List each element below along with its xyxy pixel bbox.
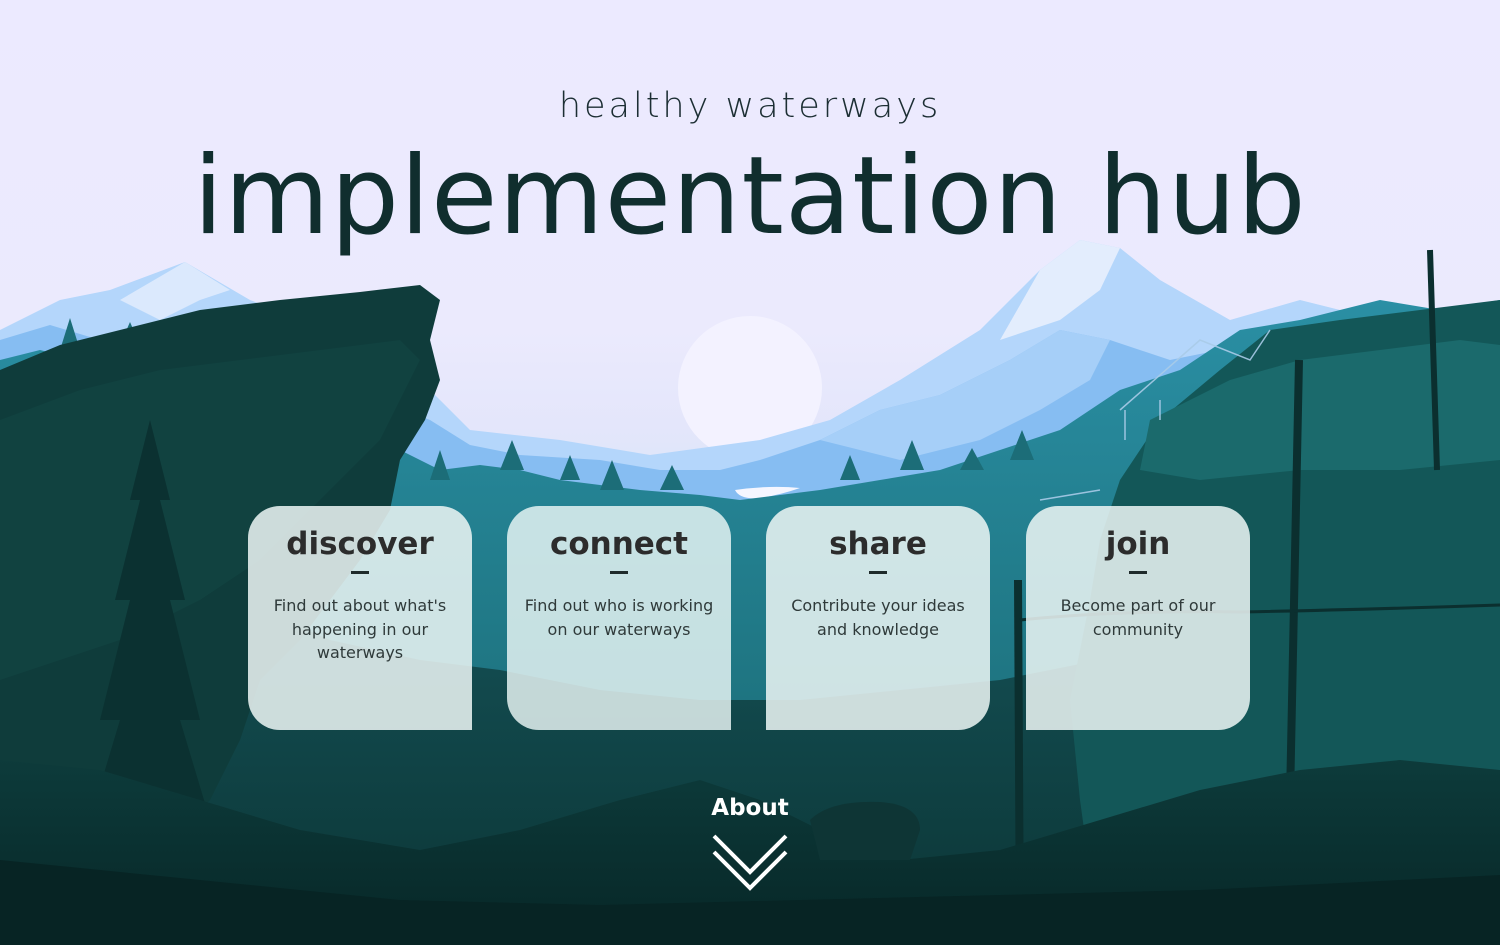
card-description: Become part of our community: [1060, 596, 1216, 639]
page-title: implementation hub: [193, 134, 1307, 259]
card-title: connect: [549, 526, 689, 562]
feature-cards: discover Find out about what's happening…: [248, 506, 1252, 730]
connect-card[interactable]: connect Find out who is working on our w…: [507, 506, 731, 730]
discover-card[interactable]: discover Find out about what's happening…: [248, 506, 472, 730]
share-card[interactable]: share Contribute your ideas and knowledg…: [766, 506, 990, 730]
card-divider: [1129, 571, 1147, 574]
card-divider: [869, 571, 887, 574]
about-label: About: [711, 795, 789, 821]
card-description: Find out about what's happening in our w…: [273, 596, 447, 662]
card-divider: [351, 571, 369, 574]
join-card[interactable]: join Become part of our community: [1026, 506, 1250, 730]
card-description: Find out who is working on our waterways: [524, 596, 714, 639]
card-divider: [610, 571, 628, 574]
card-title: discover: [286, 526, 434, 562]
card-title: join: [1105, 526, 1171, 562]
about-link[interactable]: About: [650, 790, 850, 892]
card-description: Contribute your ideas and knowledge: [791, 596, 965, 639]
sun-shape: [678, 316, 822, 460]
double-chevron-down-icon[interactable]: [710, 832, 790, 892]
site-subtitle: healthy waterways: [558, 86, 942, 126]
card-title: share: [829, 526, 927, 562]
